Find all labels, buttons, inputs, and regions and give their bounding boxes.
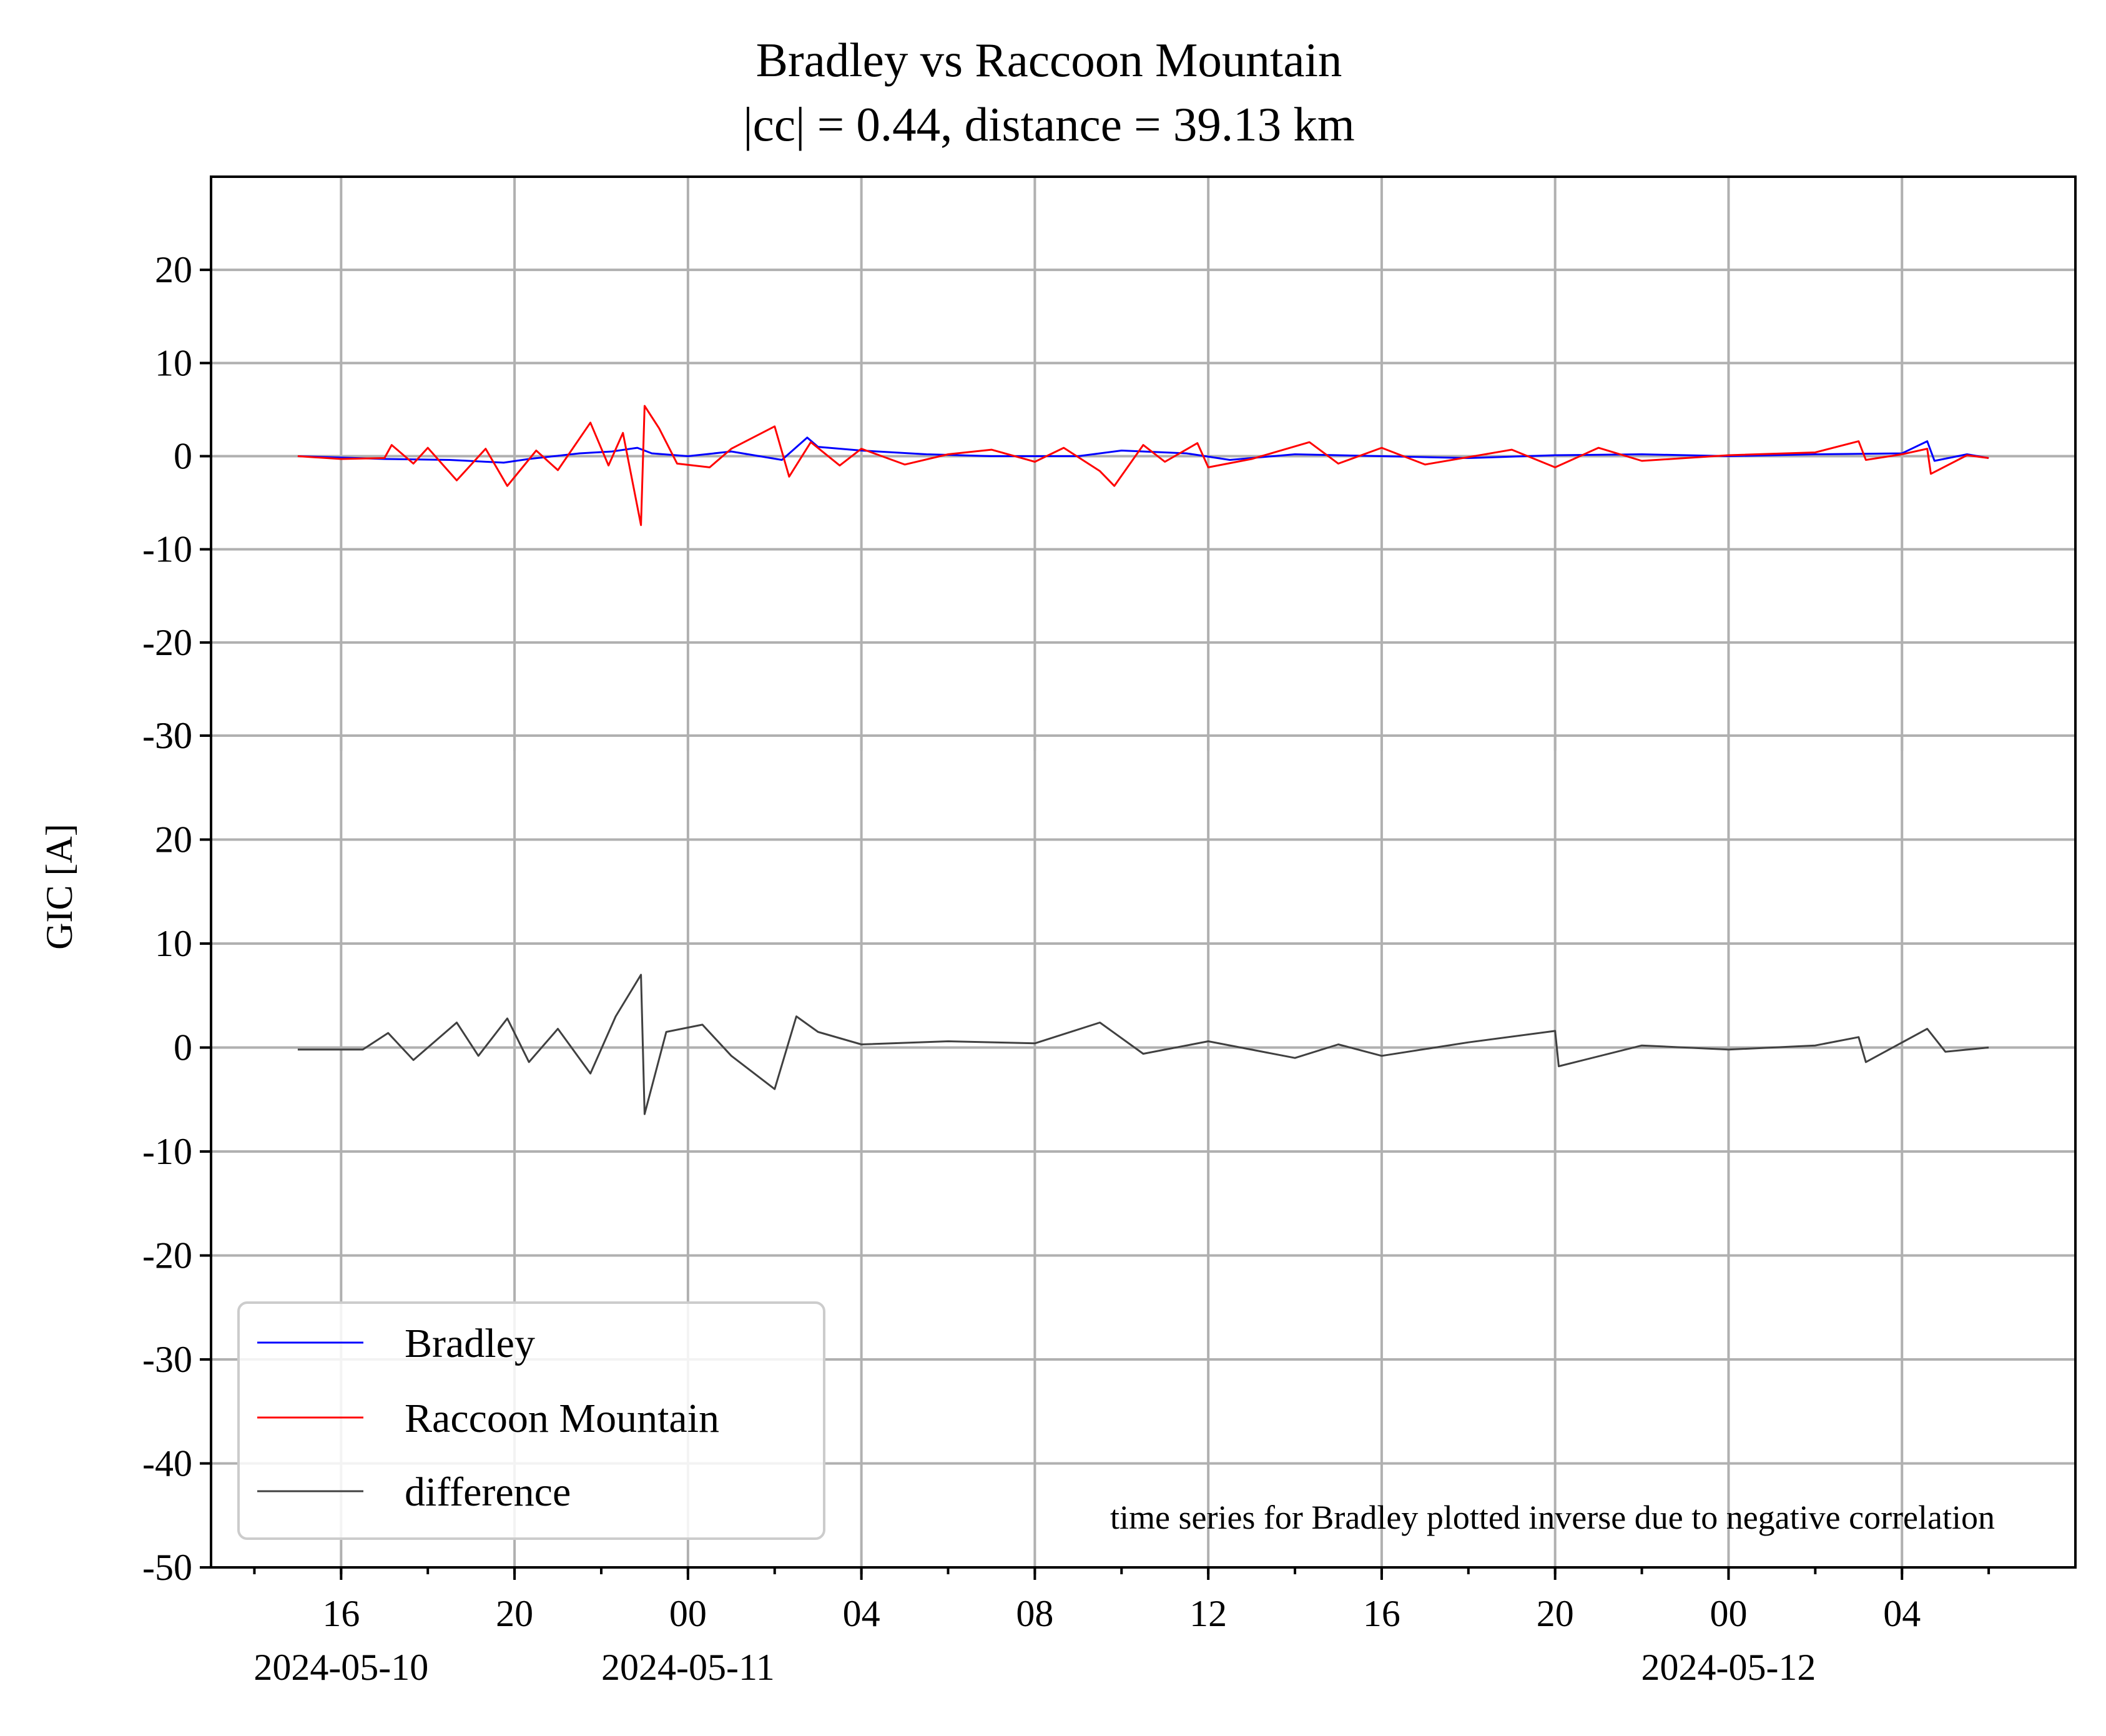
x-tick-label: 16 xyxy=(1363,1593,1400,1634)
y-tick-label: -10 xyxy=(142,529,192,570)
legend: Bradley Raccoon Mountain difference xyxy=(237,1301,825,1540)
y-tick-label: 0 xyxy=(174,1027,192,1068)
series-bradley xyxy=(297,436,1989,464)
x-tick-label: 00 xyxy=(1710,1593,1747,1634)
series-difference xyxy=(297,974,1989,1115)
y-tick-label: -20 xyxy=(142,622,192,663)
y-tick-label: -20 xyxy=(142,1235,192,1276)
y-tick-label: 30 xyxy=(155,715,192,756)
x-tick-label: 20 xyxy=(496,1593,533,1634)
y-tick-label: -50 xyxy=(142,1547,192,1588)
y-axis-label: GIC [A] xyxy=(39,824,80,950)
y-tick-label: 0 xyxy=(174,436,192,477)
series-lines xyxy=(297,405,1989,1115)
y-tick-label: -30 xyxy=(142,715,192,756)
y-tick-label: 20 xyxy=(155,819,192,861)
y-tick-label: -40 xyxy=(142,1443,192,1484)
x-tick-label: 12 xyxy=(1189,1593,1227,1634)
legend-label-difference: difference xyxy=(405,1469,571,1515)
legend-box xyxy=(237,1301,825,1540)
x-tick-label: 00 xyxy=(669,1593,707,1634)
axes: -30 -20 -10 0 10 20 -50 -40 -30 -20 -10 0 10 20 30 16 20… xyxy=(142,175,2077,1688)
grid-lines xyxy=(211,177,2075,1569)
chart-subtitle: |cc| = 0.44, distance = 39.13 km xyxy=(743,97,1354,151)
correlation-note: time series for Bradley plotted inverse … xyxy=(1110,1499,1995,1536)
plot-frame xyxy=(210,175,2077,1569)
x-date-label: 2024-05-12 xyxy=(1641,1647,1816,1688)
legend-label-bradley: Bradley xyxy=(405,1321,535,1366)
series-raccoon-mountain xyxy=(297,405,1989,526)
x-date-label: 2024-05-11 xyxy=(601,1647,775,1688)
x-tick-label: 04 xyxy=(1883,1593,1921,1634)
y-tick-label: -30 xyxy=(142,1339,192,1380)
y-tick-label: -10 xyxy=(142,1131,192,1172)
chart-title: Bradley vs Raccoon Mountain xyxy=(756,33,1342,87)
y-tick-label: 20 xyxy=(155,249,192,290)
legend-label-raccoon: Raccoon Mountain xyxy=(405,1396,719,1441)
x-tick-label: 04 xyxy=(843,1593,880,1634)
y-tick-label: 10 xyxy=(155,342,192,383)
x-tick-label: 08 xyxy=(1016,1593,1053,1634)
y-tick-label: 10 xyxy=(155,923,192,964)
x-tick-label: 16 xyxy=(322,1593,360,1634)
x-date-label: 2024-05-10 xyxy=(253,1647,428,1688)
x-tick-label: 20 xyxy=(1537,1593,1574,1634)
